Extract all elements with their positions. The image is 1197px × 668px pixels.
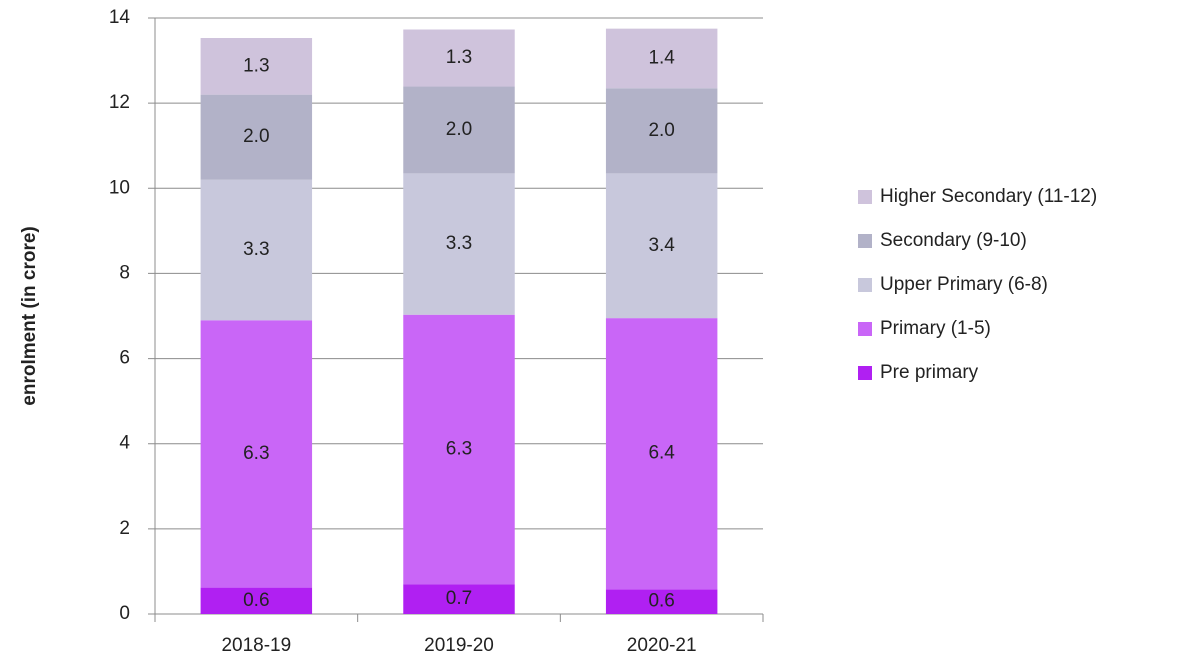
bar-segment <box>403 86 515 174</box>
bar-segment <box>605 589 718 614</box>
value-label: 3.4 <box>648 235 675 256</box>
x-tick-label: 2020-21 <box>627 635 697 656</box>
value-label: 0.7 <box>446 588 472 609</box>
legend-swatch <box>858 234 872 248</box>
x-tick-label: 2019-20 <box>424 635 494 656</box>
bar-segment <box>605 28 718 89</box>
bar-segment <box>403 29 515 87</box>
legend-label: Upper Primary (6-8) <box>880 274 1048 295</box>
bar-segment <box>200 587 313 614</box>
value-label: 2.0 <box>446 119 472 140</box>
value-label: 3.3 <box>446 233 472 254</box>
legend-swatch <box>858 366 872 380</box>
legend-label: Higher Secondary (11-12) <box>880 186 1097 207</box>
bar-segment <box>200 38 313 95</box>
bar-segment <box>200 179 313 321</box>
value-label: 2.0 <box>648 120 674 141</box>
bar-segment <box>403 173 515 315</box>
bar-segment <box>403 584 515 614</box>
value-label: 1.4 <box>648 47 675 68</box>
value-label: 6.3 <box>446 438 472 459</box>
y-tick-label: 10 <box>109 177 130 198</box>
legend-label: Pre primary <box>880 362 979 383</box>
y-axis-title: enrolment (in crore) <box>19 226 40 405</box>
legend-label: Primary (1-5) <box>880 318 991 339</box>
legend-swatch <box>858 190 872 204</box>
bar-segment <box>200 320 313 588</box>
value-label: 1.3 <box>446 47 472 68</box>
legend-swatch <box>858 322 872 336</box>
y-tick-label: 2 <box>119 518 130 539</box>
bar-segment <box>403 314 515 585</box>
y-tick-label: 14 <box>109 7 131 28</box>
value-label: 0.6 <box>648 591 674 612</box>
bar-segment <box>200 94 313 180</box>
value-label: 2.0 <box>243 126 269 147</box>
value-label: 6.3 <box>243 443 269 464</box>
value-label: 1.3 <box>243 55 269 76</box>
y-tick-label: 12 <box>109 92 130 113</box>
value-label: 3.3 <box>243 239 269 260</box>
legend-swatch <box>858 278 872 292</box>
y-tick-label: 0 <box>119 603 130 624</box>
value-label: 0.6 <box>243 590 269 611</box>
bar-segment <box>605 88 718 174</box>
y-tick-label: 8 <box>119 262 130 283</box>
value-label: 6.4 <box>648 443 675 464</box>
legend-label: Secondary (9-10) <box>880 230 1027 251</box>
bar-segment <box>605 173 718 319</box>
x-tick-label: 2018-19 <box>221 635 291 656</box>
y-tick-label: 4 <box>119 433 130 454</box>
bar-segment <box>605 318 718 590</box>
y-tick-label: 6 <box>119 348 130 369</box>
